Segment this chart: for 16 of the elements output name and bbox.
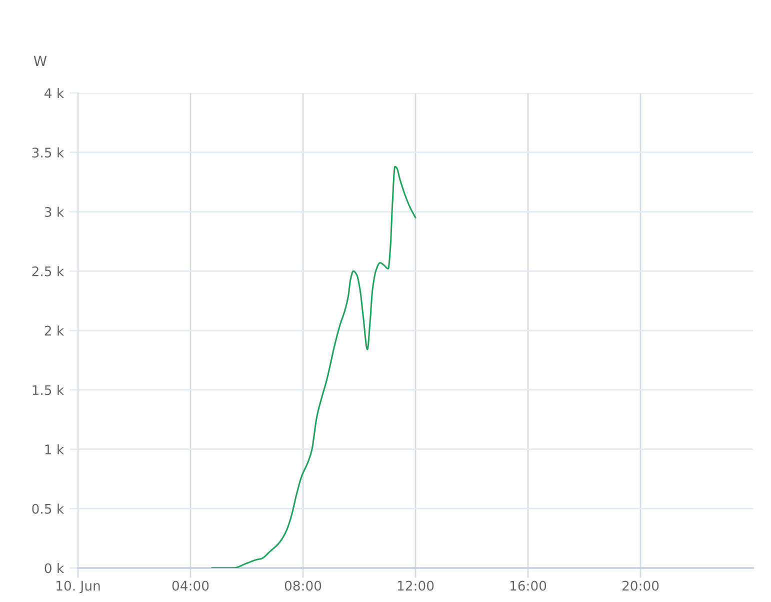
y-tick-label: 2.5 k (32, 266, 64, 276)
y-tick-label: 0.5 k (32, 504, 64, 514)
y-axis-title: W (34, 56, 47, 66)
x-tick-label: 04:00 (172, 580, 209, 591)
y-tick-label: 2 k (44, 325, 64, 336)
x-tick-label: 20:00 (622, 580, 659, 591)
x-tick-label: 16:00 (510, 580, 546, 591)
y-tick-label: 1 k (45, 444, 64, 454)
y-tick-label: 1.5 k (32, 384, 64, 396)
y-tick-label: 0 k (44, 562, 64, 574)
x-tick-label: 08:00 (284, 580, 322, 591)
x-tick-label: 12:00 (398, 580, 434, 591)
y-tick-label: 3 k (44, 206, 64, 217)
y-tick-label: 4 k (44, 88, 64, 98)
y-tick-label: 3.5 k (32, 147, 64, 158)
x-tick-label: 10. Jun (56, 580, 100, 594)
